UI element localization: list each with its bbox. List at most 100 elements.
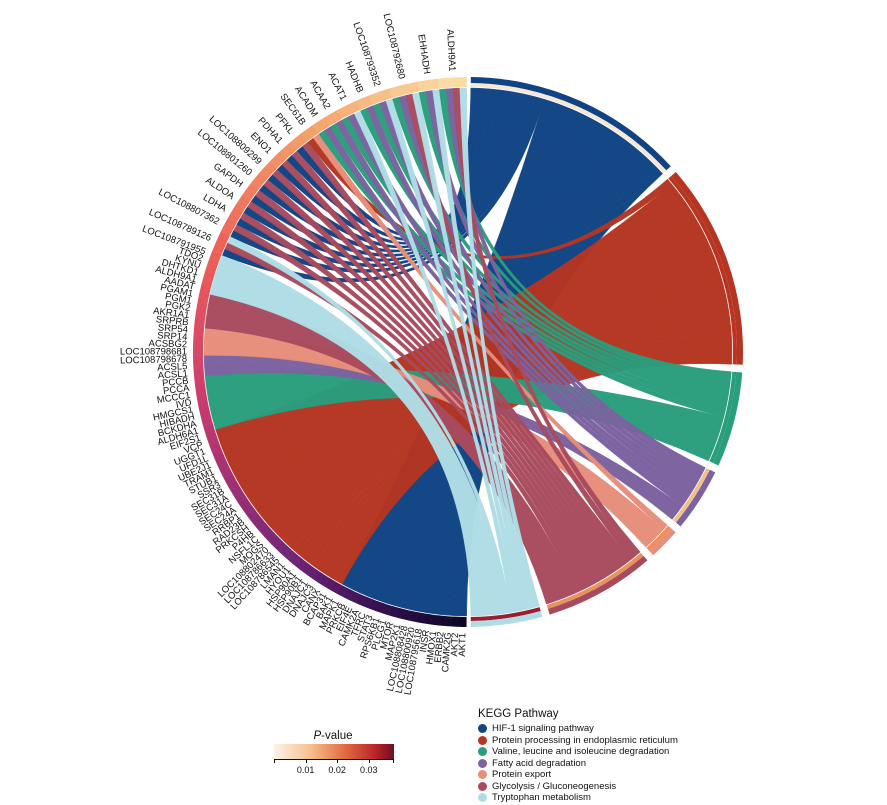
pathway-arc xyxy=(649,528,676,556)
colorbar-axis: 0.01 0.02 0.03 xyxy=(274,759,394,779)
gene-arc xyxy=(290,133,308,150)
gene-arc xyxy=(330,581,342,594)
legend-swatch xyxy=(478,747,487,757)
gene-arc xyxy=(203,422,215,433)
gene-arc xyxy=(227,479,240,492)
pathway-ring xyxy=(193,77,743,627)
gene-label: EHHADH xyxy=(415,34,432,75)
gene-arc xyxy=(234,491,247,504)
legend-items: HIF-1 signaling pathway Protein processin… xyxy=(478,723,778,804)
gene-label: AKT1 xyxy=(457,633,468,657)
gene-arc xyxy=(396,607,406,620)
gene-arc xyxy=(255,519,268,532)
gene-arc xyxy=(312,570,324,583)
pathway-arc xyxy=(713,371,743,466)
legend-item: Glycolysis / Gluconeogenesis xyxy=(478,781,778,793)
pathway-pvalue-arc xyxy=(672,468,710,523)
gene-arc xyxy=(437,615,447,627)
gene-arc xyxy=(199,409,211,419)
gene-arc xyxy=(438,77,467,89)
legend-swatch xyxy=(478,724,487,734)
gene-label: ERBB2 xyxy=(433,631,447,663)
gene-arc xyxy=(300,562,313,575)
legend-item: Protein export xyxy=(478,769,778,781)
gene-arc xyxy=(295,558,308,571)
gene-arc xyxy=(199,284,212,295)
gene-arc xyxy=(196,298,209,308)
gene-arc xyxy=(312,117,330,134)
gene-label: LOC108798681 xyxy=(120,347,187,358)
pathway-pvalue-arc xyxy=(709,371,737,463)
gene-arc xyxy=(409,611,419,623)
colorbar-tick xyxy=(337,759,339,763)
gene-arc xyxy=(289,553,302,567)
legend-label: Glycolysis / Gluconeogenesis xyxy=(492,780,617,792)
gene-arc xyxy=(195,305,207,315)
gene-arc xyxy=(274,539,287,553)
pathway-arc xyxy=(675,469,716,527)
legend-label: Fatty acid degradation xyxy=(492,757,587,769)
gene-arc xyxy=(342,588,354,601)
gene-label: MCCC1 xyxy=(156,390,191,406)
legend-title: KEGG Pathway xyxy=(478,708,559,720)
gene-label: HMOX1 xyxy=(424,630,439,665)
gene-arc xyxy=(205,264,217,275)
gene-label: SRPRB xyxy=(155,314,189,328)
gene-arc xyxy=(284,549,297,562)
gene-arc xyxy=(194,312,206,322)
gene-arc xyxy=(194,375,205,384)
gene-arc xyxy=(279,142,297,160)
colorbar-title-italic: P xyxy=(313,730,322,742)
gene-arc xyxy=(198,402,210,413)
colorbar-tick xyxy=(305,759,307,763)
gene-arc xyxy=(193,333,204,342)
pathway-arc xyxy=(671,171,743,365)
gene-label: SRP54 xyxy=(157,322,188,335)
colorbar-tick xyxy=(274,759,275,763)
gene-arc xyxy=(250,172,268,190)
gene-arc xyxy=(444,616,453,627)
gene-arc xyxy=(223,473,237,485)
colorbar-tick xyxy=(393,759,394,763)
legend-item: Protein processing in endoplasmic reticu… xyxy=(478,735,778,747)
gene-arc xyxy=(242,503,255,515)
colorbar-tick xyxy=(368,759,370,763)
gene-arc xyxy=(336,584,348,598)
gene-label: AKT2 xyxy=(449,632,461,656)
gene-arc xyxy=(201,277,213,288)
gene-arc xyxy=(452,616,460,627)
colorbar-tick-label: 0.03 xyxy=(359,765,378,775)
gene-arc xyxy=(336,100,361,120)
ribbon-aldh9a1-6 xyxy=(459,87,540,608)
gene-label: PGK2 xyxy=(164,299,191,314)
gene-arc xyxy=(279,544,292,557)
pathway-arc xyxy=(547,555,648,615)
gene-arc xyxy=(423,613,433,625)
gene-label: ALDH9A1 xyxy=(444,29,457,72)
gene-arc xyxy=(217,461,230,473)
gene-arc xyxy=(193,368,205,377)
gene-arc xyxy=(355,593,367,606)
gene-arc xyxy=(324,110,342,126)
gene-label: IVD xyxy=(175,397,193,411)
gene-arc xyxy=(194,382,206,392)
pathway-pvalue-arc xyxy=(470,607,541,621)
colorbar-title: P-value xyxy=(272,730,394,742)
colorbar-title-rest: -value xyxy=(321,730,353,742)
legend-item: Tryptophan metabolism xyxy=(478,792,778,804)
gene-arc xyxy=(238,497,251,510)
gene-arc xyxy=(264,530,277,543)
legend-swatch xyxy=(478,735,487,745)
legend-item: Fatty acid degradation xyxy=(478,758,778,770)
chord-diagram: AKT1AKT2CAMK2GERBB2HMOX1INSRLOC108795618… xyxy=(120,12,743,696)
gene-arc xyxy=(369,88,393,105)
gene-arc xyxy=(356,95,374,110)
gene-label: LOC108792680 xyxy=(381,12,408,80)
gene-arc xyxy=(203,271,215,281)
gene-arc xyxy=(193,326,205,335)
legend-swatch xyxy=(478,781,487,791)
gene-arc xyxy=(417,78,440,92)
gene-arc xyxy=(389,605,399,618)
gene-label: INSR xyxy=(418,629,432,653)
